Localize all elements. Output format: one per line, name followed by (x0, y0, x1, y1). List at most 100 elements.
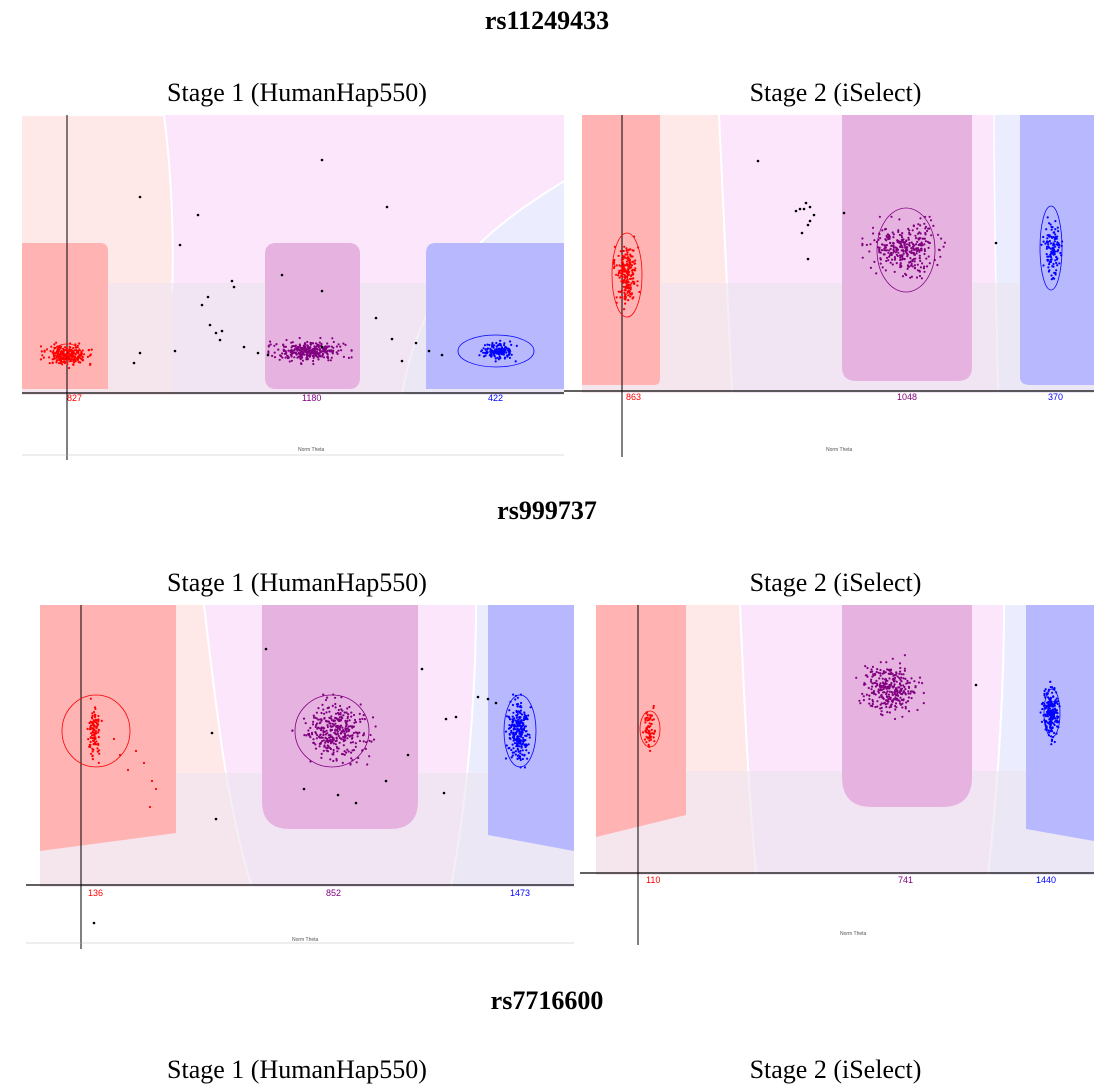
unclassified-point (242, 345, 246, 349)
bb-point (1044, 707, 1047, 710)
unclassified-point (220, 329, 224, 333)
bb-point (1044, 696, 1047, 699)
aa-point (648, 739, 651, 742)
aa-point (92, 721, 95, 724)
bb-point (514, 698, 517, 701)
aa-point (623, 274, 626, 277)
ab-point (863, 682, 866, 685)
bb-point (1048, 707, 1051, 710)
bb-point (1043, 704, 1046, 707)
ab-point (896, 254, 899, 258)
bb-point (1051, 726, 1054, 729)
aa-point (54, 346, 57, 350)
unclassified-point (994, 241, 998, 245)
ab-point (894, 246, 897, 249)
aa-point (41, 354, 44, 357)
ab-point (323, 712, 326, 715)
bb-point (1042, 240, 1045, 243)
ab-point (312, 738, 315, 741)
aa-point (623, 256, 626, 259)
bb-point (1055, 732, 1058, 735)
ab-point (870, 688, 873, 691)
ab-point (880, 685, 883, 689)
bb-point (527, 751, 530, 754)
ab-point (320, 729, 323, 732)
bb-point (1050, 250, 1053, 253)
ab-point (883, 686, 886, 689)
ab-point (858, 699, 861, 702)
aa-point (91, 755, 94, 758)
aa-point (53, 352, 56, 355)
unclassified-point (173, 349, 177, 353)
aa-point (617, 254, 620, 257)
bb-point (1050, 278, 1053, 281)
ab-point (940, 237, 943, 240)
aa-point (93, 732, 96, 736)
aa-point (97, 723, 100, 726)
ab-point (315, 711, 318, 714)
unclassified-point (414, 341, 418, 345)
aa-point (628, 290, 631, 293)
bb-point (1055, 261, 1058, 265)
ab-cluster-points (291, 693, 377, 766)
ab-point (352, 725, 355, 728)
aa-point (88, 354, 91, 357)
x-axis-label: Norm Theta (840, 931, 867, 937)
unclassified-point (206, 295, 210, 299)
ab-point (357, 756, 360, 760)
aa-point (52, 355, 56, 358)
bb-point (1047, 690, 1050, 693)
ab-point (882, 697, 885, 700)
bb-point (1055, 269, 1058, 272)
ab-point (307, 729, 310, 732)
ab-point (339, 345, 342, 348)
ab-point (291, 729, 294, 732)
ab-point (352, 749, 356, 752)
ab-point (336, 730, 339, 733)
aa-point (61, 363, 64, 366)
aa-point (89, 721, 92, 724)
ab-point (314, 743, 317, 746)
aa-point (62, 352, 65, 355)
ab-point (349, 725, 352, 728)
ab-point (303, 734, 306, 737)
ab-point (900, 265, 903, 268)
unclassified-point (138, 351, 142, 355)
ab-point (871, 685, 874, 688)
ab-point (333, 731, 336, 734)
aa-point (619, 290, 622, 293)
ab-point (892, 248, 895, 251)
aa-point (42, 356, 45, 359)
ab-point (862, 699, 865, 702)
count-label-bb: 1473 (510, 888, 530, 898)
ab-point (316, 356, 320, 359)
bb-point (1046, 696, 1050, 699)
ab-point (320, 756, 323, 759)
ab-point (351, 734, 354, 737)
ab-point (888, 711, 891, 714)
bb-point (478, 354, 481, 357)
unclassified-point (132, 361, 136, 365)
ab-point (917, 232, 920, 235)
ab-point (912, 690, 915, 693)
ab-point (336, 352, 339, 355)
ab-point (883, 253, 886, 256)
ab-point (346, 717, 349, 720)
ab-point (309, 346, 312, 349)
bb-point (508, 733, 511, 736)
bb-point (1048, 720, 1051, 724)
ab-point (346, 737, 349, 740)
stage-label: Stage 2 (iSelect) (749, 568, 922, 597)
unclassified-point (200, 303, 204, 307)
bb-point (1043, 719, 1046, 722)
ab-point (888, 706, 891, 709)
ab-point (920, 249, 923, 252)
ab-point (879, 707, 882, 710)
ab-point (907, 238, 910, 241)
aa-point (626, 268, 630, 271)
bb-point (527, 743, 530, 746)
aa-point (55, 361, 58, 364)
bb-point (512, 693, 515, 696)
bb-point (498, 353, 501, 356)
aa-point (619, 296, 622, 299)
